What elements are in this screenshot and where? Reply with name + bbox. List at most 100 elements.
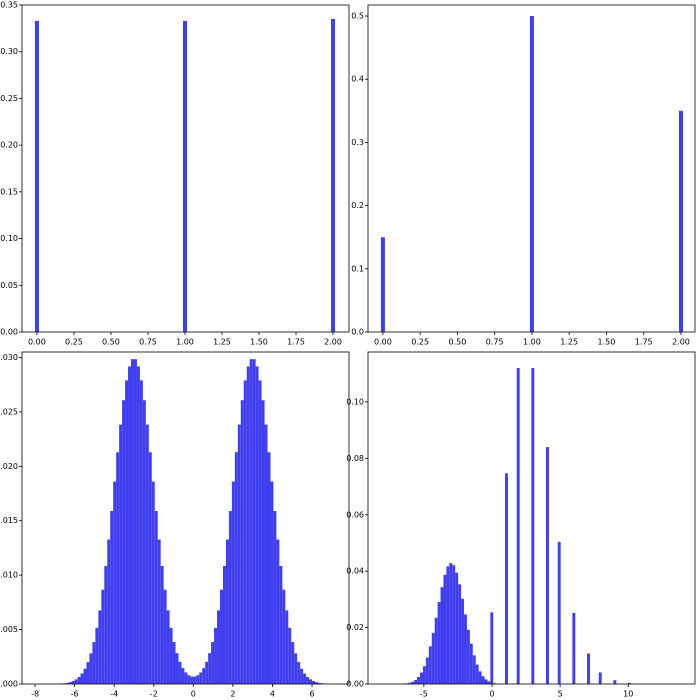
bar xyxy=(34,20,39,333)
x-tick-label: 0.50 xyxy=(449,338,467,347)
y-tick-label: 0.04 xyxy=(346,567,364,576)
histogram-bar xyxy=(546,447,549,684)
histogram-bar xyxy=(208,653,212,684)
histogram-bar xyxy=(136,366,140,684)
histogram-bar xyxy=(487,681,491,684)
y-tick-label: 0.02 xyxy=(346,623,364,632)
x-tick-label: 0.75 xyxy=(486,338,504,347)
histogram-bar xyxy=(116,452,120,684)
x-tick-label: 0 xyxy=(191,690,196,699)
histogram-bar xyxy=(314,682,318,684)
histogram-bar xyxy=(613,680,617,684)
x-tick-label: -5 xyxy=(420,690,428,699)
x-tick-label: 1.25 xyxy=(560,338,578,347)
axes-frame xyxy=(367,4,696,333)
y-tick-label: 0.10 xyxy=(0,234,18,243)
y-tick-label: 0.030 xyxy=(0,353,18,362)
histogram-bar xyxy=(77,677,81,684)
histogram-bar xyxy=(122,400,126,684)
x-tick-label: -6 xyxy=(71,690,79,699)
y-tick-label: 0.00 xyxy=(346,680,364,689)
histogram-bar xyxy=(273,511,277,684)
y-tick-label: 0.3 xyxy=(351,138,364,147)
x-tick-label: -8 xyxy=(31,690,39,699)
histogram-bar xyxy=(628,682,631,684)
x-tick-label: -4 xyxy=(110,690,118,699)
histogram-bar xyxy=(169,627,173,684)
histogram-bar xyxy=(214,627,218,684)
histogram-bar xyxy=(425,657,429,684)
histogram-bar xyxy=(131,359,134,684)
histogram-bar xyxy=(89,653,93,684)
histogram-bar xyxy=(184,672,188,684)
x-tick-label: 6 xyxy=(309,690,314,699)
histogram-bar xyxy=(297,662,301,684)
histogram-bar xyxy=(458,584,462,684)
histogram-bar xyxy=(225,539,229,684)
histogram-bar xyxy=(243,380,247,684)
y-tick-label: 0.30 xyxy=(0,47,18,56)
histogram-bar xyxy=(104,566,108,684)
histogram-bar xyxy=(598,672,602,684)
y-tick-label: 0.1 xyxy=(351,264,364,273)
histogram-bar xyxy=(455,572,459,684)
histogram-bar xyxy=(148,452,152,684)
x-tick-label: 2.00 xyxy=(672,338,690,347)
histogram-bar xyxy=(92,642,96,684)
histogram-bar xyxy=(246,366,250,684)
histogram-bar xyxy=(587,653,590,684)
histogram-bar xyxy=(504,473,508,684)
axes-frame xyxy=(21,351,350,685)
histogram-bar xyxy=(475,664,479,684)
histogram-bar xyxy=(237,424,241,684)
histogram-bar xyxy=(113,481,117,684)
y-tick-label: 0.4 xyxy=(351,75,364,84)
x-tick-label: 10 xyxy=(623,690,633,699)
histogram-bar xyxy=(288,627,292,684)
histogram-bar xyxy=(312,681,315,684)
histogram-bar xyxy=(466,629,470,684)
y-tick-label: 0.08 xyxy=(346,454,364,463)
histogram-bar xyxy=(125,380,129,684)
histogram-bar xyxy=(309,679,313,684)
histogram-bar xyxy=(178,661,182,684)
histogram-bar xyxy=(531,368,535,684)
histogram-bar xyxy=(86,662,90,684)
histogram-bar xyxy=(110,511,114,684)
histogram-bar xyxy=(258,380,262,684)
histogram-bar xyxy=(411,681,415,684)
x-tick-label: 1.50 xyxy=(250,338,268,347)
y-tick-label: 0.00 xyxy=(0,328,18,337)
histogram-bar xyxy=(65,682,69,684)
y-tick-label: 0.35 xyxy=(0,1,18,10)
y-tick-label: 0.15 xyxy=(0,187,18,196)
histogram-bar xyxy=(163,589,167,684)
x-tick-label: 1.75 xyxy=(287,338,305,347)
histogram-bar xyxy=(261,400,265,684)
histogram-bar xyxy=(181,668,185,684)
histogram-bar xyxy=(190,676,194,684)
y-tick-label: 0.20 xyxy=(0,141,18,150)
histogram-bar xyxy=(282,589,286,684)
histogram-bar xyxy=(267,452,271,684)
histogram-bar xyxy=(443,574,447,684)
histogram-bar xyxy=(202,668,206,684)
histogram-bar xyxy=(128,366,131,684)
histogram-bar xyxy=(472,655,476,684)
x-tick-label: 1.00 xyxy=(523,338,541,347)
histogram-bar xyxy=(222,566,226,684)
histogram-bar xyxy=(279,566,283,684)
histogram-bar xyxy=(270,481,274,684)
histogram-bar xyxy=(193,676,197,684)
histogram-bar xyxy=(199,672,203,684)
histogram-bar xyxy=(484,679,488,684)
histogram-bar xyxy=(133,359,137,684)
histogram-bar xyxy=(437,602,441,684)
histogram-bar xyxy=(80,673,84,684)
histogram-bar xyxy=(440,587,444,684)
y-tick-label: 0.2 xyxy=(351,201,364,210)
histogram-bar xyxy=(557,541,561,684)
histogram-bar xyxy=(255,366,259,684)
